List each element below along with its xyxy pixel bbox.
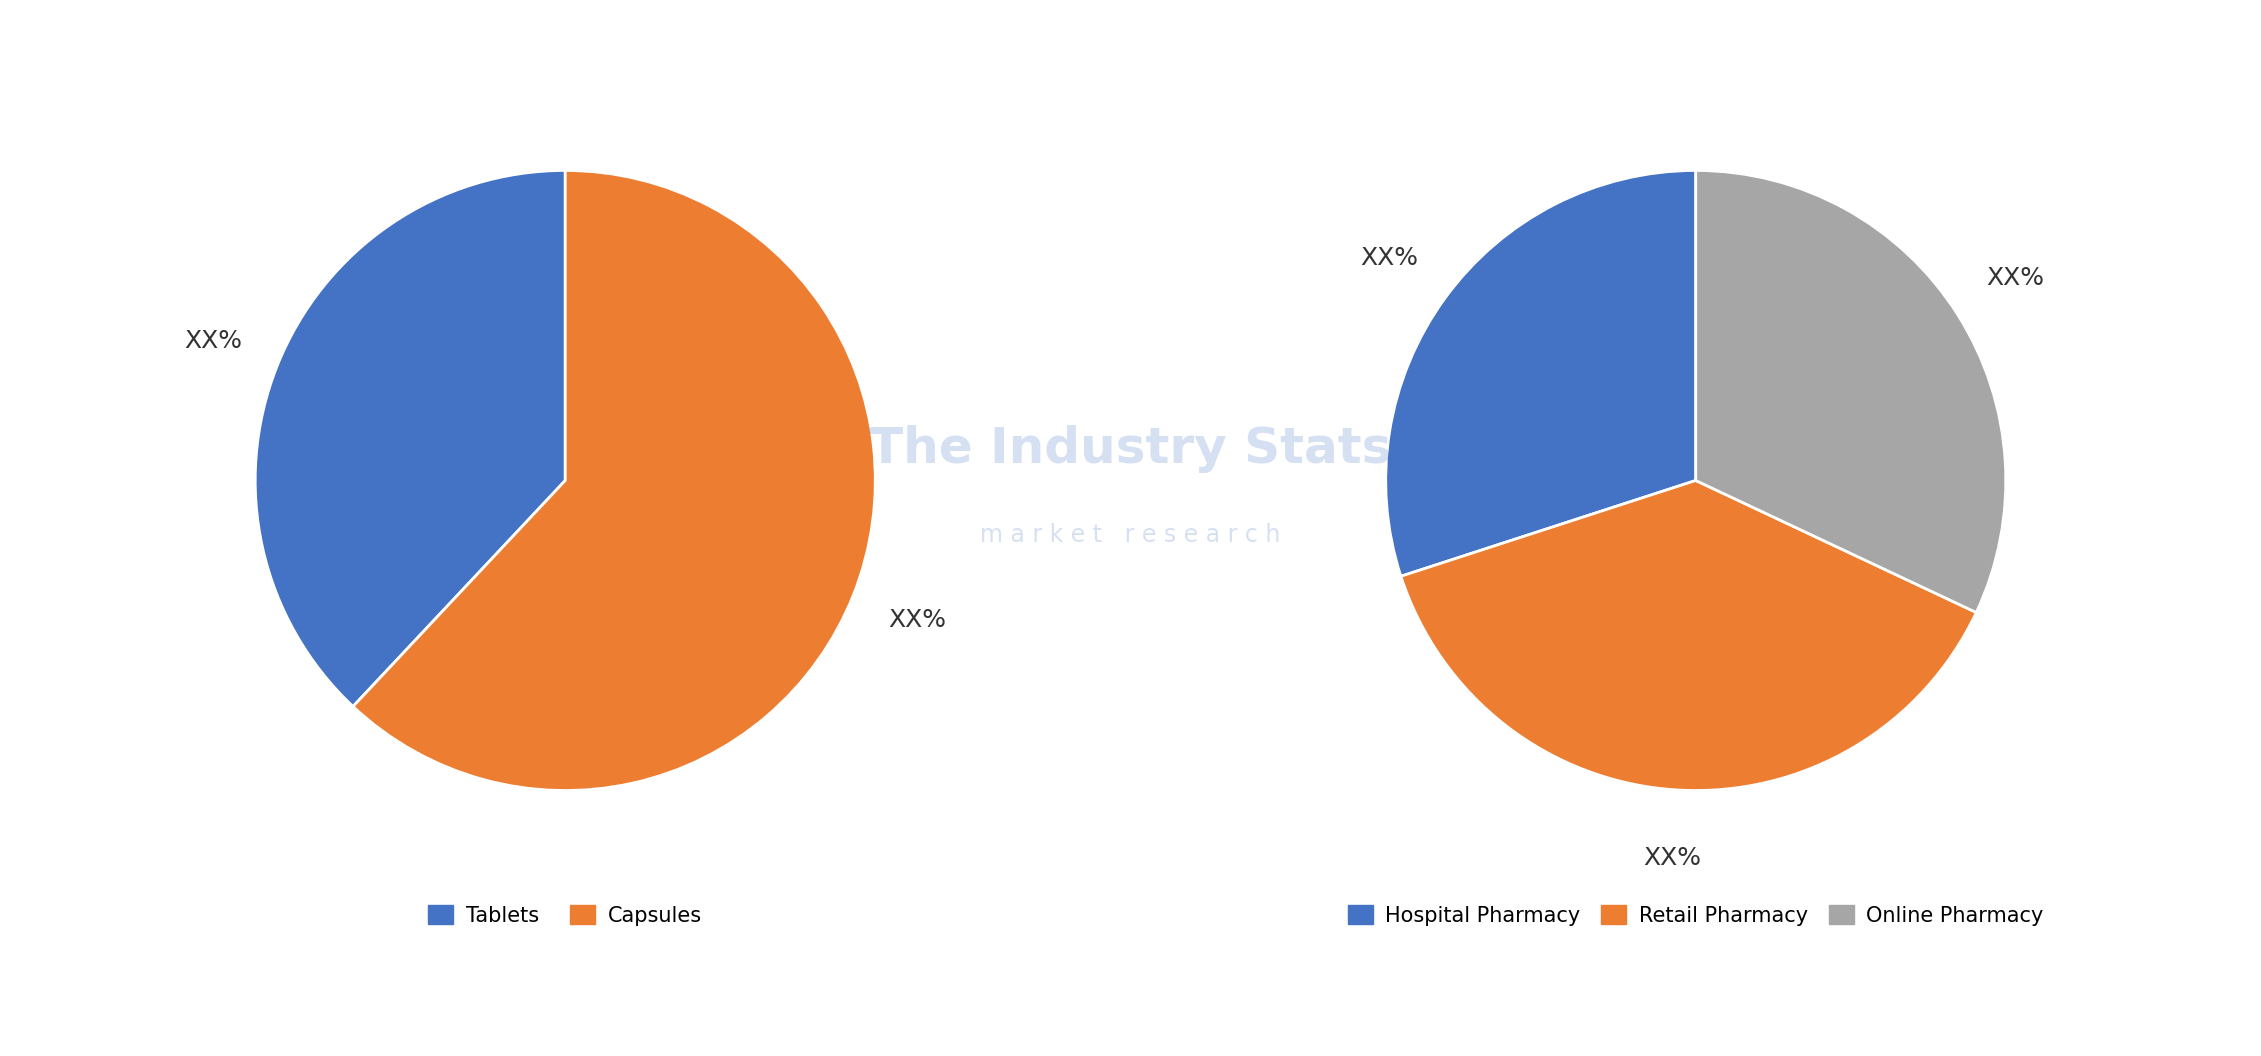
Text: Source: Theindustrystats Analysis: Source: Theindustrystats Analysis	[29, 1004, 432, 1024]
Wedge shape	[1402, 480, 1976, 791]
Text: XX%: XX%	[1644, 846, 1700, 870]
Wedge shape	[255, 170, 565, 706]
Text: Website: www.theindustrystats.com: Website: www.theindustrystats.com	[1807, 1004, 2234, 1024]
Text: XX%: XX%	[1985, 266, 2044, 289]
Wedge shape	[1696, 170, 2006, 612]
Wedge shape	[353, 170, 875, 791]
Legend: Hospital Pharmacy, Retail Pharmacy, Online Pharmacy: Hospital Pharmacy, Retail Pharmacy, Onli…	[1339, 897, 2053, 935]
Text: XX%: XX%	[889, 607, 945, 631]
Text: XX%: XX%	[1361, 246, 1418, 270]
Text: XX%: XX%	[185, 329, 242, 354]
Legend: Tablets, Capsules: Tablets, Capsules	[421, 897, 710, 935]
Wedge shape	[1386, 170, 1696, 577]
Text: m a r k e t   r e s e a r c h: m a r k e t r e s e a r c h	[981, 523, 1280, 547]
Text: Fig. Global Anxiolytics Market Share by Product Types & Application: Fig. Global Anxiolytics Market Share by …	[29, 40, 1099, 68]
Text: Email: sales@theindustrystats.com: Email: sales@theindustrystats.com	[922, 1004, 1339, 1024]
Text: The Industry Stats: The Industry Stats	[868, 426, 1393, 473]
